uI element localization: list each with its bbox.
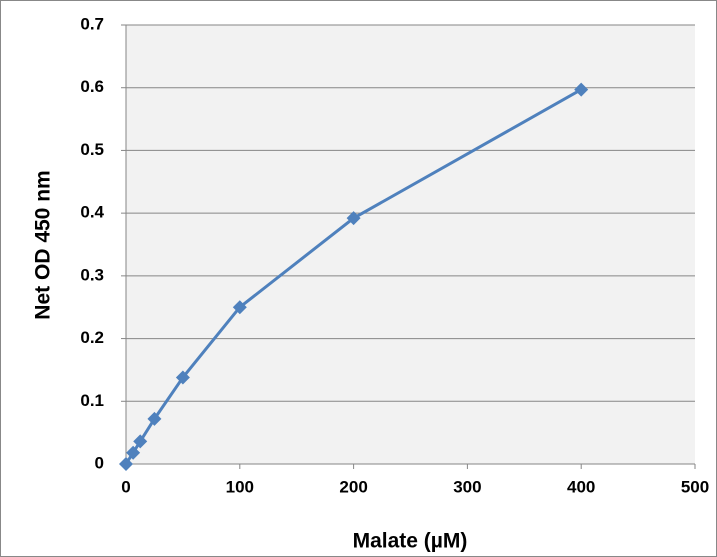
y-tick-label: 0.1 <box>80 391 104 410</box>
x-tick-label: 400 <box>567 477 595 496</box>
y-tick-label: 0.3 <box>80 265 104 284</box>
x-axis-title: Malate (µM) <box>353 530 468 553</box>
data-point <box>126 445 141 460</box>
y-axis-title: Net OD 450 nm <box>32 170 55 319</box>
x-tick-label: 200 <box>339 477 367 496</box>
plot-area <box>126 25 695 464</box>
data-point <box>119 457 133 471</box>
y-tick-label: 0.5 <box>80 140 104 159</box>
data-point <box>346 211 361 226</box>
x-tick-label: 0 <box>121 477 130 496</box>
data-point <box>574 82 589 97</box>
x-tick-label: 100 <box>226 477 254 496</box>
y-tick-label: 0.4 <box>80 203 104 222</box>
y-tick-label: 0 <box>95 453 104 472</box>
data-point <box>147 411 162 426</box>
y-tick-label: 0.2 <box>80 328 104 347</box>
y-tick-label: 0.7 <box>80 14 104 33</box>
data-point <box>175 370 190 385</box>
x-tick-label: 300 <box>453 477 481 496</box>
x-tick-label: 500 <box>681 477 709 496</box>
y-tick-label: 0.6 <box>80 77 104 96</box>
data-point <box>232 300 247 315</box>
data-point <box>133 434 148 449</box>
